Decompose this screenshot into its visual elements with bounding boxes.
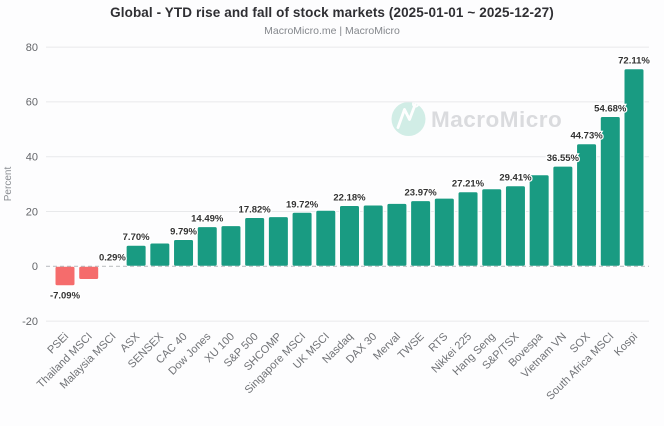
- page-title: Global - YTD rise and fall of stock mark…: [110, 5, 554, 20]
- bar-dax-30[interactable]: [362, 204, 384, 267]
- data-label-dow-jones: 14.49%: [191, 214, 224, 225]
- bar-nikkei-225[interactable]: [457, 191, 479, 267]
- y-tick-label: -20: [22, 316, 38, 328]
- bar-merval[interactable]: [386, 202, 408, 267]
- bar-south-africa-msci[interactable]: [599, 115, 621, 267]
- bar-bovespa[interactable]: [528, 174, 550, 267]
- bar-singapore-msci[interactable]: [291, 211, 313, 267]
- y-tick-label: 80: [26, 42, 38, 54]
- data-label-asx: 7.70%: [123, 232, 150, 243]
- y-axis-title: Percent: [3, 167, 14, 202]
- bar-sensex[interactable]: [149, 242, 171, 267]
- bar-rts[interactable]: [433, 197, 455, 267]
- y-tick-label: 40: [26, 152, 38, 164]
- bar-shcomp[interactable]: [267, 216, 289, 267]
- bar-psei[interactable]: [54, 265, 76, 287]
- data-label-malaysia-msci: 0.29%: [99, 253, 126, 264]
- bar-dow-jones[interactable]: [196, 226, 218, 267]
- bar-kospi[interactable]: [623, 68, 645, 267]
- data-label-psei: -7.09%: [50, 291, 81, 302]
- y-tick-label: 60: [26, 97, 38, 109]
- data-label-vietnam-vn: 36.55%: [547, 153, 580, 164]
- bar-xu-100[interactable]: [220, 225, 242, 267]
- y-tick-label: 0: [32, 261, 38, 273]
- bar-cac-40[interactable]: [173, 238, 195, 267]
- data-label-singapore-msci: 19.72%: [286, 199, 319, 210]
- macromicro-logo-ring: [411, 100, 420, 108]
- watermark-text: MacroMicro: [431, 107, 562, 132]
- x-tick-label-twse[interactable]: TWSE: [396, 331, 427, 362]
- data-label-nikkei-225: 27.21%: [452, 179, 485, 190]
- bar-s-p-500[interactable]: [244, 216, 266, 267]
- bar-s-p-tsx[interactable]: [504, 185, 526, 267]
- bar-uk-msci[interactable]: [315, 209, 337, 267]
- bar-sox[interactable]: [576, 143, 598, 267]
- bar-hang-seng[interactable]: [481, 188, 503, 267]
- chart-subtitle: MacroMicro.me | MacroMicro: [264, 25, 400, 37]
- data-label-cac-40: 9.79%: [170, 226, 197, 237]
- data-label-nasdaq: 22.18%: [333, 193, 366, 204]
- bar-asx[interactable]: [125, 244, 147, 267]
- data-label-s-p-500: 17.82%: [239, 204, 272, 215]
- bar-thailand-msci[interactable]: [78, 265, 100, 280]
- x-tick-label-merval[interactable]: Merval: [371, 331, 403, 363]
- bar-nasdaq[interactable]: [338, 205, 360, 267]
- x-tick-label-kospi[interactable]: Kospi: [612, 331, 640, 359]
- bar-malaysia-msci[interactable]: [101, 265, 123, 267]
- watermark: MacroMicro: [391, 100, 562, 136]
- data-label-south-africa-msci: 54.68%: [594, 103, 627, 114]
- data-label-sox: 44.73%: [570, 131, 603, 142]
- data-label-twse: 23.97%: [405, 188, 438, 199]
- data-label-s-p-tsx: 29.41%: [499, 173, 532, 184]
- data-label-kospi: 72.11%: [618, 56, 650, 67]
- bar-twse[interactable]: [410, 200, 432, 267]
- bars: [54, 68, 645, 287]
- y-tick-label: 20: [26, 206, 38, 218]
- bar-vietnam-vn[interactable]: [552, 165, 574, 267]
- data-labels: -7.09% 0.29% 7.70% 9.79%14.49% 17.82% 19.72% 2…: [49, 54, 652, 303]
- macromicro-logo-zigzag: [396, 103, 417, 129]
